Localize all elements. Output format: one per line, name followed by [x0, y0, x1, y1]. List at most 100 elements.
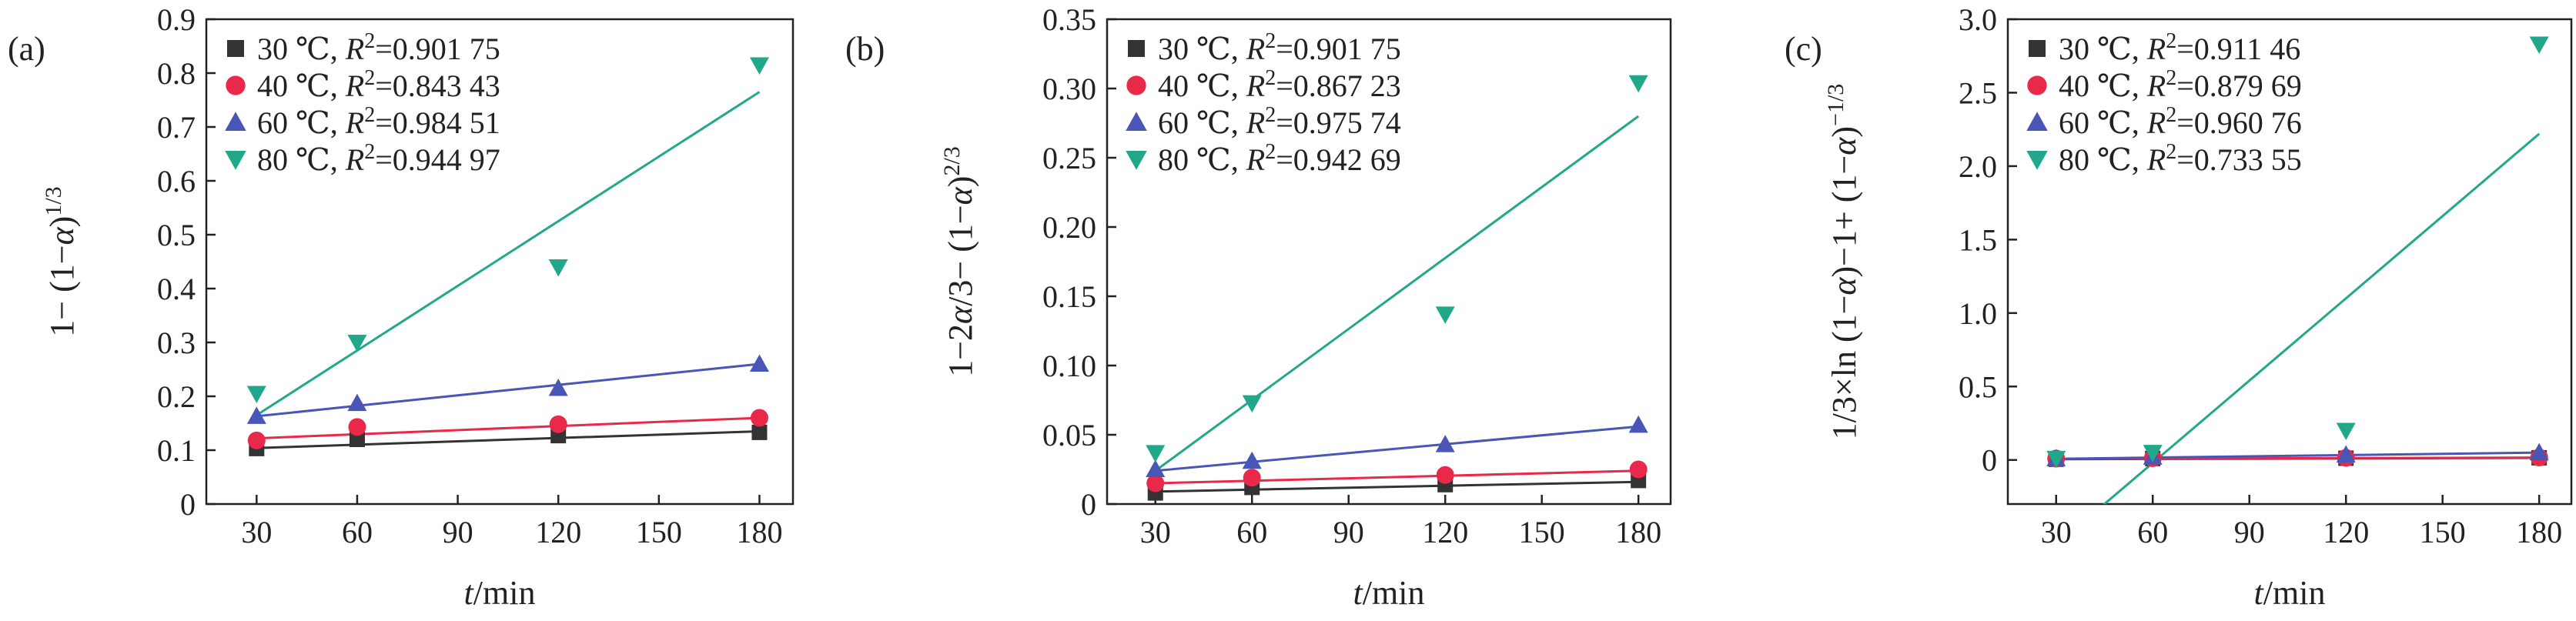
fit-line-30c: [1155, 480, 1639, 493]
data-point-60c: [2529, 442, 2549, 461]
y-tick-label: 0: [180, 487, 196, 522]
panel-label: (a): [8, 30, 45, 68]
y-tick-label: 0.4: [157, 272, 196, 306]
y-tick-label: 0.35: [1042, 2, 1096, 37]
data-point-80c: [2336, 422, 2356, 441]
y-tick-label: 0: [1982, 443, 1997, 478]
fit-line-60c: [2056, 451, 2540, 460]
plot-frame: [1106, 18, 1672, 506]
y-tick-label: 0.25: [1042, 141, 1096, 175]
legend-entry: 40 ℃, R2=0.867 23: [1158, 66, 1401, 104]
legend-marker: [2026, 151, 2048, 170]
data-point-60c: [2336, 445, 2356, 463]
x-axis-title: t/min: [2254, 574, 2326, 612]
fit-line-40c: [256, 416, 760, 440]
x-tick-label: 120: [1422, 515, 1468, 549]
data-point-40c: [348, 418, 366, 436]
x-tick-label: 90: [443, 515, 473, 549]
legend-entry: 80 ℃, R2=0.944 97: [257, 140, 500, 178]
data-point-40c: [750, 409, 768, 427]
y-tick-label: 0.05: [1042, 418, 1096, 452]
legend-entry: 60 ℃, R2=0.975 74: [1158, 103, 1401, 141]
data-point-80c: [1242, 395, 1262, 413]
legend-marker: [1128, 40, 1145, 57]
data-point-60c: [749, 354, 769, 372]
data-point-30c: [349, 432, 365, 447]
data-point-80c: [246, 386, 266, 403]
x-tick-label: 180: [736, 515, 782, 549]
plot-frame: [205, 18, 795, 506]
data-point-30c: [751, 424, 768, 440]
y-tick-label: 0.3: [157, 326, 196, 360]
y-tick-label: 0.1: [157, 433, 196, 468]
data-point-60c: [1435, 435, 1455, 452]
x-tick-label: 60: [342, 515, 373, 549]
plot-area: [246, 57, 769, 456]
y-tick-label: 0.6: [157, 164, 196, 199]
data-point-80c: [2046, 450, 2066, 469]
x-tick-label: 150: [2420, 515, 2466, 549]
data-point-40c: [1146, 474, 1165, 492]
x-tick-label: 90: [1333, 515, 1364, 549]
legend-entry: 80 ℃, R2=0.942 69: [1158, 140, 1401, 178]
y-tick-label: 3.0: [1959, 2, 1997, 37]
fit-line-80c: [1154, 115, 1640, 472]
fit-line-40c: [1155, 469, 1639, 485]
data-point-60c: [1242, 451, 1262, 469]
data-point-80c: [1628, 75, 1648, 93]
panel-label: (c): [1785, 30, 1822, 68]
data-point-80c: [1435, 306, 1455, 324]
legend-marker: [1126, 112, 1147, 131]
plot-area: [2046, 36, 2549, 504]
y-tick-label: 0.7: [157, 110, 196, 145]
x-tick-label: 90: [2234, 515, 2265, 549]
data-point-40c: [1629, 460, 1648, 479]
data-point-60c: [1146, 459, 1166, 477]
y-tick-label: 0: [1081, 487, 1096, 522]
chart-panel-c: 0 0.5 1.0 1.5 2.0 2.5 3.0 30 60 90 120 150 180 t/min 1…: [1785, 2, 2573, 612]
data-point-40c: [549, 415, 567, 433]
y-tick-label: 1.0: [1959, 296, 1997, 331]
fit-line-30c: [256, 430, 760, 449]
x-axis-title: t/min: [464, 574, 536, 612]
legend-marker: [227, 40, 244, 57]
legend-entry: 30 ℃, R2=0.911 46: [2059, 29, 2300, 67]
fit-line-60c: [256, 362, 760, 418]
y-tick-label: 2.0: [1959, 149, 1997, 184]
legend-entry: 60 ℃, R2=0.960 76: [2059, 103, 2302, 141]
data-point-40c: [1243, 469, 1261, 487]
data-point-80c: [548, 259, 568, 277]
data-point-80c: [347, 335, 367, 352]
legend-entry: 30 ℃, R2=0.901 75: [257, 29, 500, 67]
legend-marker: [1126, 75, 1146, 95]
y-tick-label: 0.10: [1042, 349, 1096, 383]
data-point-80c: [2529, 36, 2549, 54]
x-tick-label: 30: [1140, 515, 1171, 549]
legend-marker: [1126, 151, 1147, 170]
x-tick-label: 180: [1615, 515, 1661, 549]
legend-marker: [2026, 112, 2048, 131]
legend-entry: 60 ℃, R2=0.984 51: [257, 103, 500, 141]
y-tick-label: 2.5: [1959, 75, 1997, 110]
data-point-60c: [347, 393, 367, 412]
fit-line-60c: [1155, 425, 1639, 472]
y-axis-title: 1/3×ln (1−α)−1+ (1−α)−1/3: [1823, 84, 1864, 440]
data-point-80c: [2143, 445, 2163, 462]
legend-marker: [2029, 40, 2046, 57]
legend-entry: 40 ℃, R2=0.843 43: [257, 66, 500, 104]
legend-entry: 40 ℃, R2=0.879 69: [2059, 66, 2302, 104]
y-tick-label: 0.9: [157, 2, 196, 37]
data-point-40c: [1436, 466, 1454, 484]
data-point-60c: [246, 406, 266, 424]
x-tick-label: 150: [636, 515, 682, 549]
y-tick-label: 1.5: [1959, 222, 1997, 257]
plot-frame: [2006, 18, 2573, 506]
y-axis-title: 1−2α/3− (1−α)2/3: [939, 146, 980, 377]
x-tick-label: 60: [2137, 515, 2168, 549]
data-point-80c: [1146, 445, 1166, 462]
legend-marker: [2027, 75, 2047, 95]
